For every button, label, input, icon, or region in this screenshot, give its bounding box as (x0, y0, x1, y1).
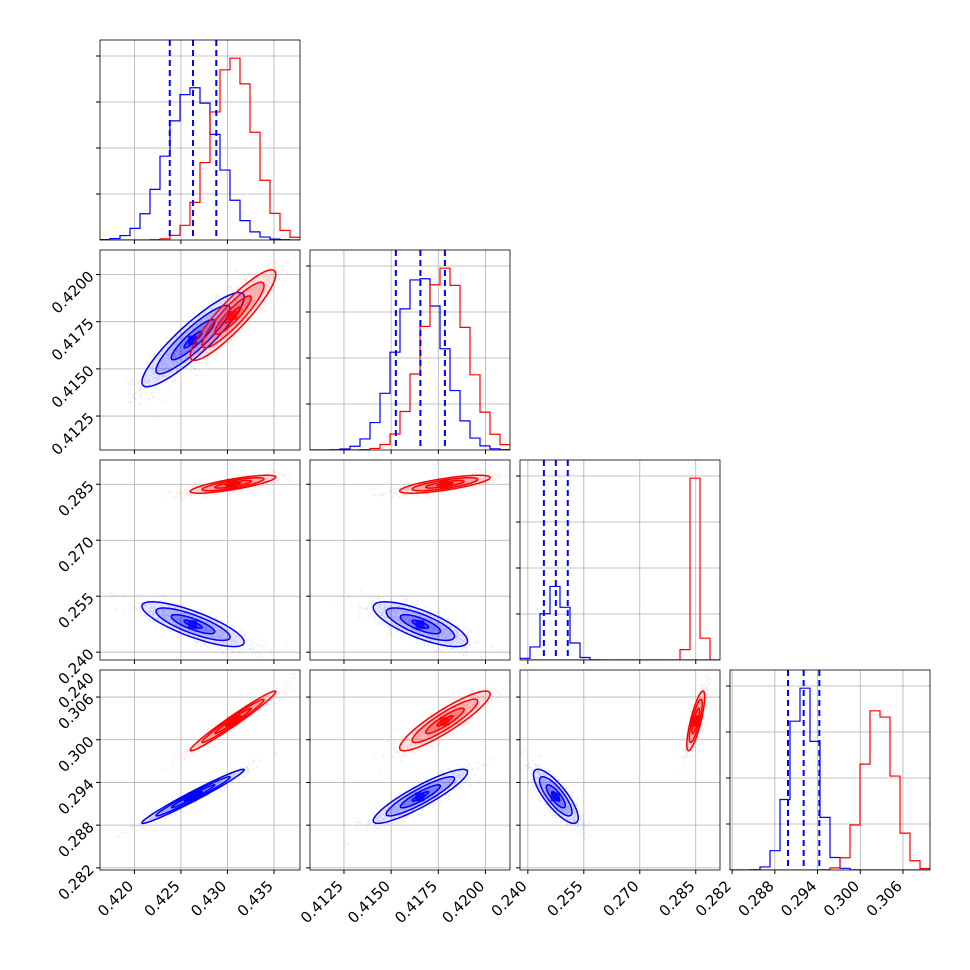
panel-frame (519, 459, 721, 661)
density-peak-0 (188, 620, 198, 630)
histogram-step-0 (310, 278, 510, 450)
density-peak-1 (228, 480, 238, 490)
panel-2-2 (516, 459, 721, 664)
density-peak-0 (415, 792, 425, 802)
panel-1-1 (306, 249, 511, 454)
x-tick-label: 0.270 (600, 877, 643, 920)
x-tick-label: 0.294 (777, 877, 820, 920)
panel-0-0 (96, 39, 301, 244)
y-tick-label: 0.282 (55, 861, 98, 904)
x-tick-label: 0.285 (655, 877, 698, 920)
panel-frame (99, 459, 301, 661)
panel-2-1 (306, 459, 511, 664)
density-peak-1 (439, 716, 449, 726)
x-tick-label: 0.4175 (391, 877, 441, 927)
panel-1-0 (96, 249, 301, 454)
x-tick-label: 0.300 (820, 877, 863, 920)
panel-frame (519, 669, 721, 871)
panel-frame (309, 669, 511, 871)
y-tick-label: 0.4125 (48, 409, 98, 459)
panel-frame (309, 459, 511, 661)
histogram-step-0 (100, 87, 300, 240)
y-tick-label: 0.288 (55, 818, 98, 861)
panel-3-0 (96, 669, 301, 874)
x-tick-label: 0.425 (141, 877, 184, 920)
y-tick-label: 0.294 (55, 775, 98, 818)
y-tick-label: 0.4175 (48, 315, 98, 365)
histogram-step-1 (730, 710, 930, 870)
panel-3-1 (306, 669, 511, 874)
panel-2-0 (96, 459, 301, 664)
histogram-step-1 (520, 477, 720, 660)
density-peak-0 (415, 620, 425, 630)
y-tick-label: 0.4200 (48, 267, 98, 317)
panel-frame (99, 39, 301, 241)
y-tick-label: 0.270 (55, 533, 98, 576)
panel-frame (309, 249, 511, 451)
x-tick-label: 0.306 (863, 877, 906, 920)
x-tick-label: 0.282 (692, 877, 735, 920)
x-tick-label: 0.288 (735, 877, 778, 920)
density-peak-0 (188, 335, 198, 345)
histogram-step-1 (100, 57, 300, 240)
x-tick-label: 0.435 (234, 877, 277, 920)
y-tick-label: 0.255 (55, 589, 98, 632)
x-tick-label: 0.4200 (438, 877, 488, 927)
density-peak-1 (228, 311, 238, 321)
y-tick-label: 0.300 (55, 733, 98, 776)
density-peak-0 (188, 792, 198, 802)
density-peak-0 (550, 792, 560, 802)
panel-3-2 (516, 669, 721, 874)
x-tick-label: 0.240 (488, 877, 531, 920)
x-tick-label: 0.4150 (344, 877, 394, 927)
panel-3-3 (726, 669, 931, 874)
panel-frame (99, 669, 301, 871)
panel-frame (99, 249, 301, 451)
y-tick-label: 0.285 (55, 477, 98, 520)
density-peak-1 (439, 480, 449, 490)
scatter-points-0 (127, 262, 272, 417)
density-peak-1 (690, 716, 700, 726)
x-tick-label: 0.430 (187, 877, 230, 920)
y-tick-label: 0.4150 (48, 362, 98, 412)
x-tick-label: 0.255 (544, 877, 587, 920)
x-tick-label: 0.420 (94, 877, 137, 920)
panel-frame (729, 669, 931, 871)
x-tick-label: 0.4125 (297, 877, 347, 927)
density-peak-1 (228, 716, 238, 726)
